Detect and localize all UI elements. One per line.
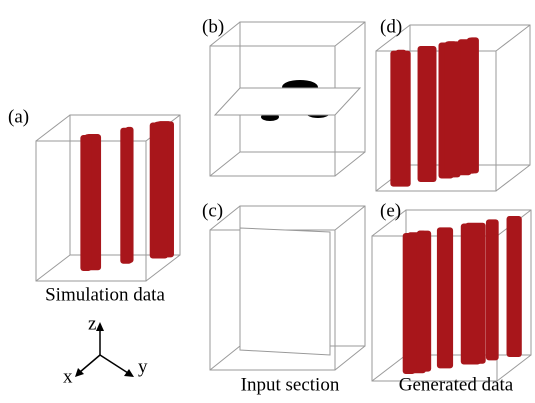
cube-edge: [335, 22, 365, 46]
pore-column: [80, 135, 91, 271]
axes-triad: z x y: [63, 313, 148, 387]
pore-column: [437, 227, 453, 368]
pore-column: [445, 41, 461, 177]
pore-column: [120, 128, 132, 264]
pore-column: [507, 216, 522, 357]
panel-label: (b): [202, 16, 224, 37]
caption: Simulation data: [45, 284, 165, 305]
pore-column: [486, 219, 499, 360]
panel-label: (e): [380, 200, 401, 221]
axis-label: y: [138, 356, 148, 377]
cube-edge: [210, 152, 240, 176]
panel-label: (c): [202, 200, 223, 221]
panel-label: (d): [380, 16, 402, 37]
cube-edge: [335, 152, 365, 176]
cube-edge: [36, 115, 70, 141]
cube-edge: [36, 255, 70, 281]
pore-column: [418, 46, 437, 182]
pore-column: [395, 50, 406, 186]
axis-label: x: [63, 366, 73, 387]
panel-label: (a): [8, 106, 29, 127]
cube-edge: [146, 255, 180, 281]
caption: Generated data: [399, 374, 514, 395]
x-axis: [80, 355, 100, 372]
cube-edge: [210, 346, 240, 370]
axis-label: z: [88, 313, 96, 334]
arrowhead: [96, 322, 104, 331]
cube-edge: [496, 25, 530, 51]
arrowhead: [124, 369, 134, 377]
y-axis: [100, 355, 128, 373]
cube-edge: [335, 206, 365, 230]
cube-edge: [335, 346, 365, 370]
slice-plane: [215, 88, 360, 115]
figure: (a) Simulation data (b) (c) Input sectio…: [0, 0, 535, 403]
pore-column: [154, 122, 167, 258]
cube-edge: [496, 165, 530, 191]
caption: Input section: [241, 374, 340, 395]
slice-plane: [240, 228, 330, 355]
pore-column: [465, 223, 486, 364]
pore-column: [417, 231, 426, 372]
